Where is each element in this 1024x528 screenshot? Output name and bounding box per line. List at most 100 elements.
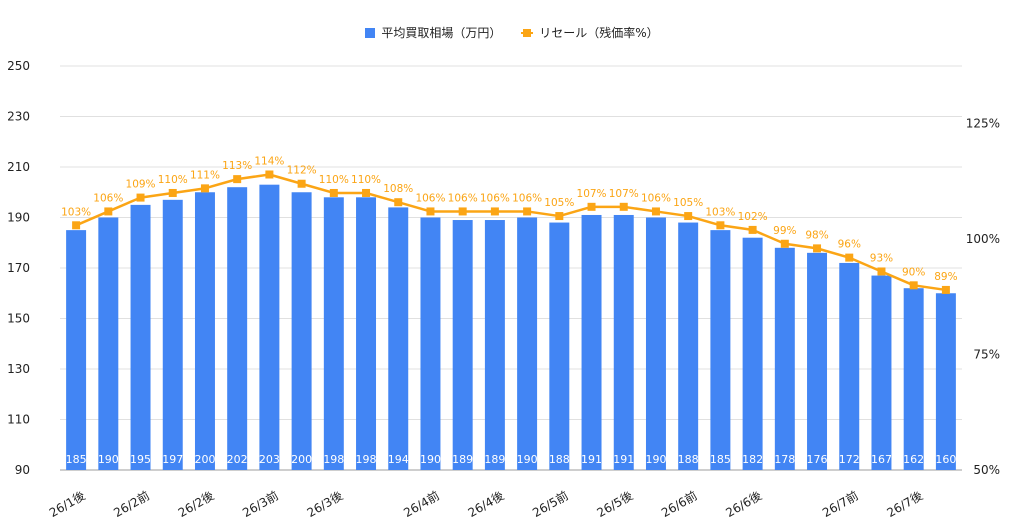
bar [742,237,763,470]
line-value-label: 90% [902,266,925,278]
bar-value-label: 190 [420,453,441,466]
bar [420,217,441,470]
line-point [941,285,950,294]
bar [678,222,699,470]
legend-line-swatch-icon [521,28,534,38]
line-point [619,202,628,211]
y-left-tick-label: 250 [7,59,30,73]
bar [130,204,151,470]
bar-value-label: 190 [517,453,538,466]
legend-item-line[interactable]: リセール（残価率%） [521,24,659,41]
bar-value-label: 200 [194,453,215,466]
x-tick-label: 26/2後 [176,488,217,520]
line-point [426,207,435,216]
legend-bar-swatch-icon [365,27,376,38]
bar [645,217,666,470]
line-value-label: 106% [448,192,478,204]
bar-value-label: 198 [356,453,377,466]
line-value-label: 106% [641,192,671,204]
y-right-tick-label: 125% [966,117,1000,131]
bar-value-label: 160 [935,453,956,466]
line-value-label: 106% [93,192,123,204]
bar-value-label: 195 [130,453,151,466]
line-point [104,207,113,216]
bar-value-label: 185 [66,453,87,466]
bar [452,220,473,470]
line-point [780,239,789,248]
line-value-label: 111% [190,169,220,181]
bar-value-label: 200 [291,453,312,466]
bar [356,197,377,471]
y-left-tick-label: 130 [7,362,30,376]
bar-value-label: 190 [645,453,666,466]
bar [227,187,248,470]
line-value-label: 103% [61,206,91,218]
line-point [394,198,403,207]
bar-value-label: 178 [774,453,795,466]
line-point [651,207,660,216]
bar [839,262,860,470]
bar-value-label: 188 [678,453,699,466]
x-tick-label: 26/1後 [47,488,88,520]
legend-item-bar[interactable]: 平均買取相場（万円） [365,24,501,41]
bar-value-label: 190 [98,453,119,466]
line-point [748,225,757,234]
bar [935,293,956,470]
line-value-label: 96% [838,239,861,251]
y-right-tick-label: 75% [973,348,1000,362]
line-point [555,212,564,221]
bar [259,184,280,471]
line-value-label: 109% [126,179,156,191]
line-series: 103%106%109% 110% 111%113% 114%112%110% 110%… [61,156,958,294]
x-axis-labels: 26/1後 26/2前 26/2後 26/3前 26/3後 26/4前 26/4後 26/5前… [47,488,925,520]
bar-value-label: 182 [742,453,763,466]
y-left-tick-label: 170 [7,261,30,275]
line-point [877,267,886,276]
bar-value-label: 188 [549,453,570,466]
legend-line-label: リセール（残価率%） [539,26,659,40]
line-value-label: 107% [577,188,607,200]
line-point [490,207,499,216]
line-value-label: 102% [738,211,768,223]
y-left-tick-label: 90 [15,463,30,477]
bar-value-label: 203 [259,453,280,466]
line-path [75,173,947,292]
line-value-label: 110% [158,174,188,186]
bar-value-label: 167 [871,453,892,466]
bar [388,207,409,470]
y-left-tick-label: 110 [7,413,30,427]
x-tick-label: 26/5前 [530,488,571,520]
line-point [72,221,81,230]
line-value-label: 98% [805,229,828,241]
x-tick-label: 26/3後 [305,488,346,520]
bar-value-label: 191 [581,453,602,466]
line-value-label: 114% [254,156,284,168]
x-tick-label: 26/2前 [111,488,152,520]
bar-value-label: 172 [839,453,860,466]
bar-value-label: 197 [162,453,183,466]
x-tick-label: 26/4前 [401,488,442,520]
line-point [684,212,693,221]
line-point [200,184,209,193]
bar-value-label: 189 [452,453,473,466]
line-value-label: 106% [415,192,445,204]
bar-value-label: 162 [903,453,924,466]
bar [194,192,215,470]
y-right-tick-label: 50% [973,463,1000,477]
line-value-label: 105% [673,197,703,209]
legend-bar-label: 平均買取相場（万円） [381,26,502,40]
line-point [297,179,306,188]
y-left-tick-label: 190 [7,211,30,225]
y-left-tick-label: 210 [7,160,30,174]
x-tick-label: 26/4後 [466,488,507,520]
line-point [813,244,822,253]
bar-value-label: 198 [323,453,344,466]
bar [710,230,731,470]
y-left-tick-label: 230 [7,110,30,124]
line-point [136,193,145,202]
bar [291,192,312,470]
bar [581,214,602,470]
line-point [265,170,274,179]
